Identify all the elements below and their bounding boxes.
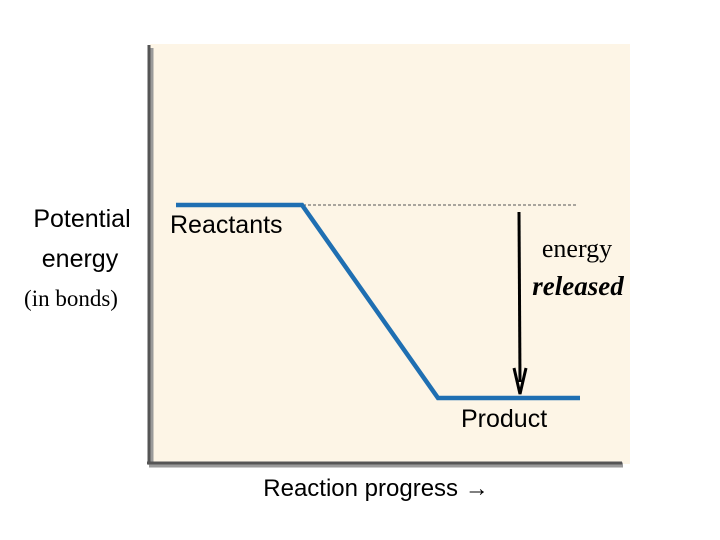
released-label: released [532,271,624,301]
y-axis-label-line2: energy [42,245,119,273]
product-label: Product [461,405,547,433]
reactants-label: Reactants [170,211,283,239]
energy-curve [176,202,580,401]
plot-background [150,44,630,464]
energy-label: energy [542,234,612,263]
energy-released-arrow [512,211,528,395]
axes [147,45,623,468]
y-axis-label-line3: (in bonds) [24,286,118,311]
y-axis-label-line1: Potential [33,205,130,233]
x-axis-label: Reaction progress → [263,475,488,502]
